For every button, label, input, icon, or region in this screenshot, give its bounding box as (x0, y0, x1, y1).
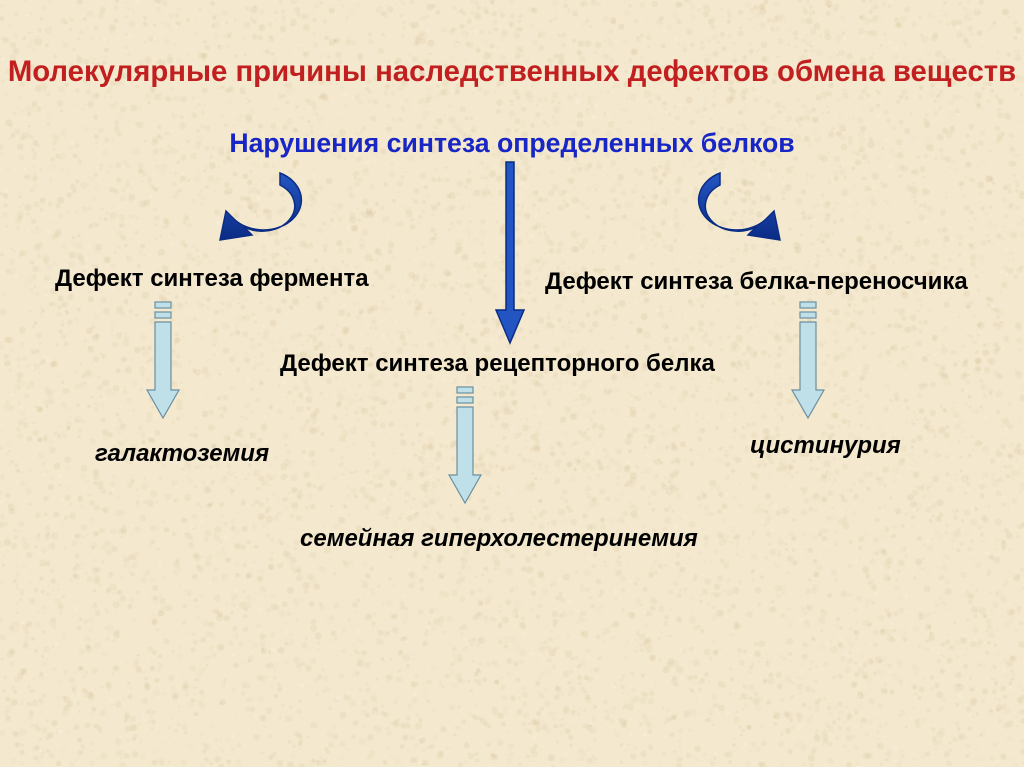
main-title: Молекулярные причины наследственных дефе… (0, 55, 1024, 89)
node-hypercholesterolemia: семейная гиперхолестеринемия (300, 525, 698, 553)
node-galactosemia: галактоземия (95, 440, 269, 468)
curved-arrow-right-icon (680, 165, 790, 255)
curved-arrow-left-icon (210, 165, 320, 255)
node-enzyme-defect: Дефект синтеза фермента (55, 265, 369, 293)
block-arrow-left-icon (145, 300, 181, 420)
node-carrier-defect: Дефект синтеза белка-переносчика (545, 268, 968, 296)
center-down-arrow-icon (492, 160, 528, 345)
block-arrow-center-icon (447, 385, 483, 505)
block-arrow-right-icon (790, 300, 826, 420)
node-receptor-defect: Дефект синтеза рецепторного белка (280, 350, 715, 378)
node-cystinuria: цистинурия (750, 432, 901, 460)
subtitle: Нарушения синтеза определенных белков (0, 128, 1024, 159)
